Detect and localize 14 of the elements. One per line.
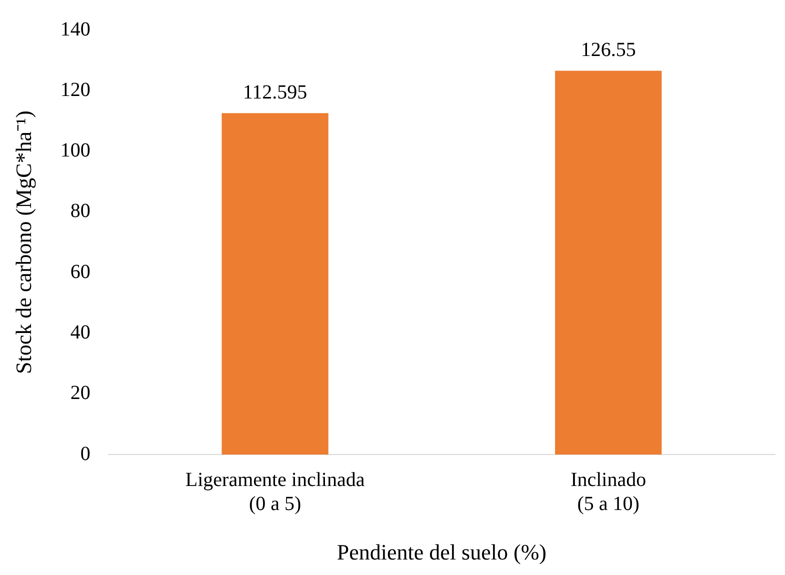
y-tick-label: 40 (70, 322, 90, 344)
x-tick-label: Ligeramente inclinada (0 a 5) (185, 468, 365, 515)
y-tick-label: 0 (80, 442, 90, 465)
data-label: 126.55 (580, 39, 636, 62)
y-tick-label: 100 (60, 140, 90, 162)
y-axis-title: Stock de carbono (MgC*ha⁻¹) (10, 110, 36, 374)
x-tick-label: Inclinado (5 a 10) (570, 468, 646, 515)
y-tick-label: 60 (70, 260, 90, 283)
y-tick-label: 140 (60, 18, 90, 40)
x-axis-title: Pendiente del suelo (%) (336, 540, 546, 565)
y-tick-label: 120 (60, 78, 90, 101)
y-tick-label: 80 (70, 200, 90, 222)
data-label: 112.595 (242, 81, 308, 104)
y-tick-label: 20 (70, 382, 90, 404)
